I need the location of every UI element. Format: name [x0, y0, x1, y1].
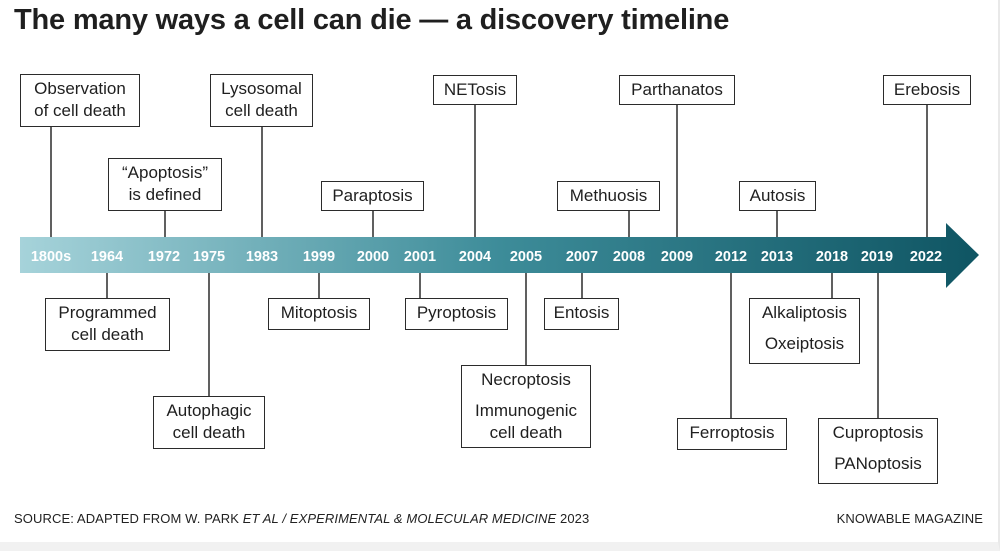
- year-label: 1800s: [31, 249, 71, 265]
- event-line: of cell death: [34, 101, 126, 120]
- event-line: Immunogenic: [474, 401, 578, 420]
- year-label: 2009: [661, 249, 693, 265]
- event-line: Erebosis: [893, 80, 961, 99]
- connector-lines: [50, 105, 928, 418]
- event-apoptosis-defined: “Apoptosis” is defined: [108, 158, 222, 211]
- event-line: Pyroptosis: [416, 303, 497, 322]
- year-label: 2004: [459, 249, 491, 265]
- event-line: cell death: [71, 325, 144, 344]
- timeline-arrow: [20, 223, 979, 288]
- event-line: Entosis: [553, 303, 610, 322]
- source-italic: ET AL / EXPERIMENTAL & MOLECULAR MEDICIN…: [242, 511, 557, 526]
- event-programmed-cell-death: Programmed cell death: [45, 298, 170, 351]
- event-line: Cuproptosis: [832, 423, 924, 442]
- event-line: Lysosomal: [221, 79, 302, 98]
- year-label: 2012: [715, 249, 747, 265]
- event-pyroptosis: Pyroptosis: [405, 298, 508, 330]
- figure-title: The many ways a cell can die — a discove…: [14, 4, 730, 36]
- event-line: cell death: [172, 423, 246, 442]
- year-label: 1999: [303, 249, 335, 265]
- year-label: 1975: [193, 249, 225, 265]
- year-label: 2001: [404, 249, 436, 265]
- event-line: Ferroptosis: [689, 423, 775, 442]
- year-label: 2019: [861, 249, 893, 265]
- event-line: Necroptosis: [481, 370, 571, 389]
- event-erebosis: Erebosis: [883, 75, 971, 105]
- event-line: Parthanatos: [631, 80, 723, 99]
- event-line: PANoptosis: [834, 454, 922, 473]
- event-line: Programmed: [58, 303, 157, 322]
- year-label: 1972: [148, 249, 180, 265]
- event-line: Paraptosis: [332, 186, 413, 205]
- source-prefix: SOURCE: ADAPTED FROM W. PARK: [14, 511, 243, 526]
- event-lysosomal-cell-death: Lysosomal cell death: [210, 74, 313, 127]
- event-alkaliptosis-oxeiptosis: Alkaliptosis Oxeiptosis: [749, 298, 860, 364]
- source-year: 2023: [556, 511, 590, 526]
- event-line: cell death: [225, 101, 298, 120]
- event-mitoptosis: Mitoptosis: [268, 298, 370, 330]
- event-line: NETosis: [443, 80, 507, 99]
- year-label: 2008: [613, 249, 645, 265]
- event-line: is defined: [128, 185, 202, 204]
- event-entosis: Entosis: [544, 298, 619, 330]
- source-credit: SOURCE: ADAPTED FROM W. PARK ET AL / EXP…: [14, 511, 589, 526]
- event-line: cell death: [489, 423, 563, 442]
- event-line: Observation: [34, 79, 126, 98]
- year-label: 2013: [761, 249, 793, 265]
- event-line: Alkaliptosis: [761, 303, 848, 322]
- year-label: 2005: [510, 249, 542, 265]
- event-observation-of-cell-death: Observation of cell death: [20, 74, 140, 127]
- year-labels: 1800s 1964 1972 1975 1983 1999 2000 2001 2004 200…: [31, 249, 942, 265]
- event-line: Mitoptosis: [280, 303, 358, 322]
- publisher-credit: KNOWABLE MAGAZINE: [836, 511, 983, 526]
- event-netosis: NETosis: [433, 75, 517, 105]
- event-line: “Apoptosis”: [122, 163, 208, 182]
- event-methuosis: Methuosis: [557, 181, 660, 211]
- event-cuproptosis-panoptosis: Cuproptosis PANoptosis: [818, 418, 938, 484]
- event-line: Oxeiptosis: [764, 334, 845, 353]
- year-label: 1964: [91, 249, 123, 265]
- event-necroptosis-immunogenic: Necroptosis Immunogenic cell death: [461, 365, 591, 448]
- year-label: 2022: [910, 249, 942, 265]
- year-label: 1983: [246, 249, 278, 265]
- event-parthanatos: Parthanatos: [619, 75, 735, 105]
- event-autosis: Autosis: [739, 181, 816, 211]
- year-label: 2018: [816, 249, 848, 265]
- event-autophagic-cell-death: Autophagic cell death: [153, 396, 265, 449]
- year-label: 2000: [357, 249, 389, 265]
- event-line: Methuosis: [569, 186, 648, 205]
- event-line: Autophagic: [166, 401, 252, 420]
- event-paraptosis: Paraptosis: [321, 181, 424, 211]
- event-ferroptosis: Ferroptosis: [677, 418, 787, 450]
- event-line: Autosis: [749, 186, 806, 205]
- year-label: 2007: [566, 249, 598, 265]
